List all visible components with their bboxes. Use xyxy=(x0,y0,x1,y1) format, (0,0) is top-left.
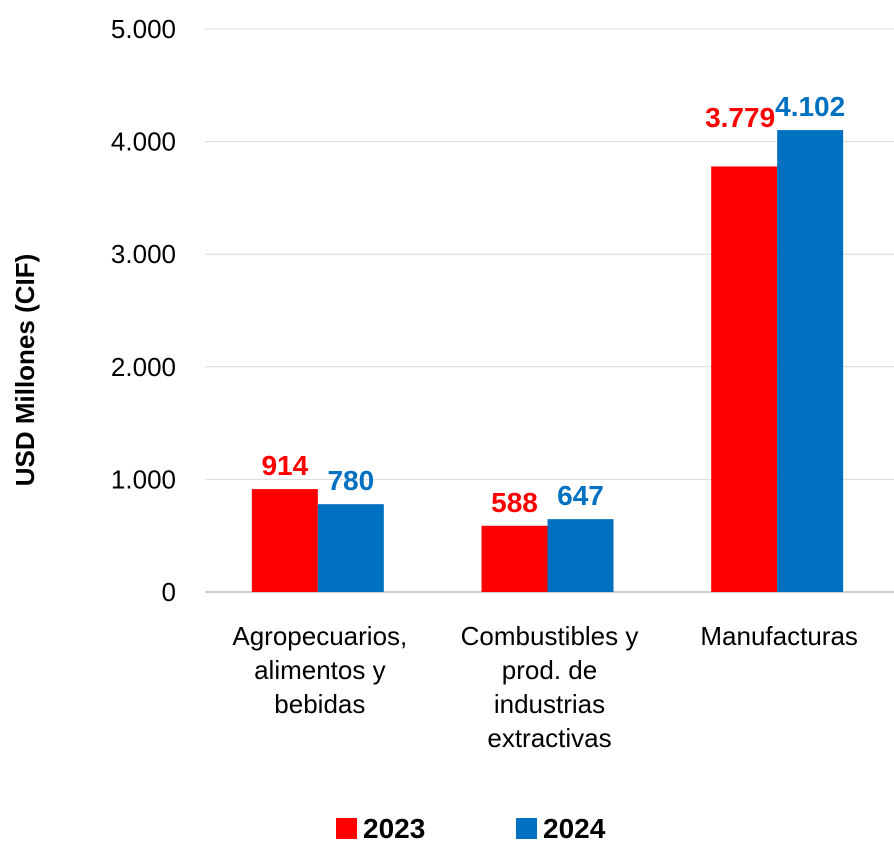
data-labels: 914 780 588 647 3.779 4.102 xyxy=(261,91,845,518)
bars xyxy=(251,130,844,592)
legend-swatch-2024 xyxy=(516,818,537,839)
bar-2023-2 xyxy=(711,166,778,592)
y-tick-label: 1.000 xyxy=(111,464,176,494)
category-label: Manufacturas xyxy=(700,621,858,651)
category-label: bebidas xyxy=(274,689,365,719)
data-label-2024-0: 780 xyxy=(327,465,374,496)
y-axis-label: USD Millones (CIF) xyxy=(10,254,40,487)
data-label-2023-0: 914 xyxy=(261,450,308,481)
bar-2024-0 xyxy=(317,504,384,592)
bar-2024-2 xyxy=(777,130,844,592)
data-label-2023-1: 588 xyxy=(491,487,538,518)
bar-2024-1 xyxy=(547,519,614,592)
category-labels: Agropecuarios, alimentos y bebidas Combusti… xyxy=(232,621,858,753)
y-tick-label: 2.000 xyxy=(111,352,176,382)
bar-2023-1 xyxy=(481,525,548,592)
legend-label-2024: 2024 xyxy=(543,813,606,844)
legend-swatch-2023 xyxy=(336,818,357,839)
category-label: industrias xyxy=(494,689,605,719)
y-tick-label: 5.000 xyxy=(111,14,176,44)
y-axis-ticks: 0 1.000 2.000 3.000 4.000 5.000 xyxy=(111,14,176,607)
y-tick-label: 0 xyxy=(162,577,176,607)
category-label: Combustibles y xyxy=(461,621,639,651)
legend: 2023 2024 xyxy=(336,813,606,844)
bar-2023-0 xyxy=(251,489,318,592)
category-label: Agropecuarios, xyxy=(232,621,407,651)
data-label-2024-2: 4.102 xyxy=(775,91,845,122)
category-label: alimentos y xyxy=(254,655,386,685)
data-label-2024-1: 647 xyxy=(557,480,604,511)
y-tick-label: 4.000 xyxy=(111,127,176,157)
category-label: extractivas xyxy=(487,723,611,753)
y-tick-label: 3.000 xyxy=(111,239,176,269)
legend-label-2023: 2023 xyxy=(363,813,425,844)
category-label: prod. de xyxy=(502,655,597,685)
data-label-2023-2: 3.779 xyxy=(705,102,775,133)
